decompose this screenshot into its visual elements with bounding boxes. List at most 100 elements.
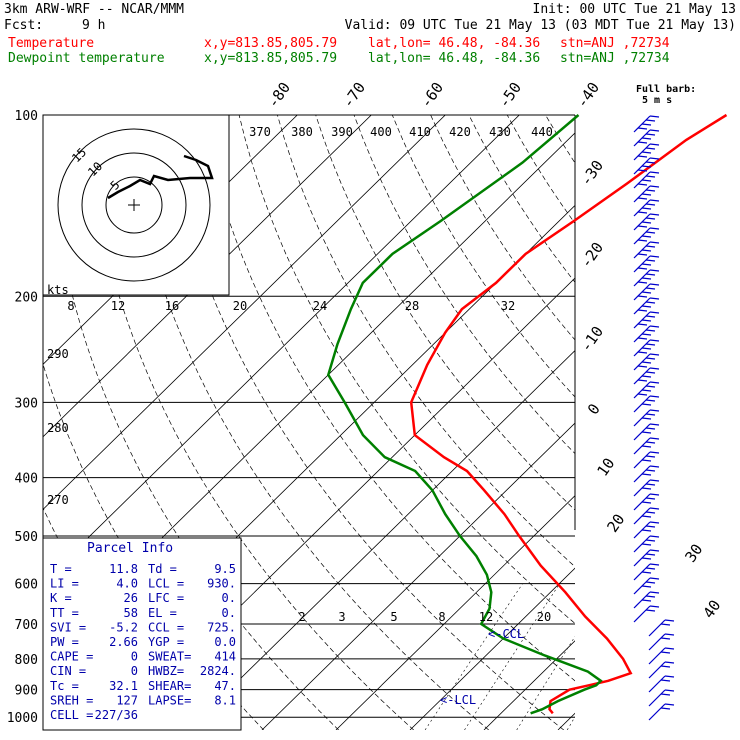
dewpoint-profile xyxy=(326,114,603,715)
temperature-legend-xy: x,y=813.85,805.79 xyxy=(204,36,338,51)
svg-text:-5.2: -5.2 xyxy=(109,620,138,634)
hodograph-speed-label: 8 xyxy=(67,299,74,313)
wind-barb xyxy=(633,367,660,385)
svg-text:CAPE =: CAPE = xyxy=(50,650,93,664)
wind-barb xyxy=(633,395,660,413)
svg-text:26: 26 xyxy=(124,591,138,605)
wind-barb xyxy=(633,255,660,273)
svg-text:227/36: 227/36 xyxy=(95,708,138,722)
isotherm-label: 0 xyxy=(584,400,604,418)
isentrope-label: 400 xyxy=(370,125,392,139)
wind-barb xyxy=(633,605,660,623)
wind-barb xyxy=(633,283,660,301)
wind-barb xyxy=(648,675,675,693)
dry-adiabat-label: 280 xyxy=(47,421,69,435)
isotherm-label: -20 xyxy=(577,239,607,272)
wind-legend-value: 5 m s xyxy=(642,95,672,106)
temperature-legend-label: Temperature xyxy=(8,36,95,51)
isotherm-label: 30 xyxy=(681,541,706,566)
wind-legend-title: Full barb: xyxy=(636,84,696,95)
svg-text:0.0: 0.0 xyxy=(214,635,236,649)
isotherm-label: 40 xyxy=(699,597,724,622)
wind-barb xyxy=(633,409,660,427)
svg-text:414: 414 xyxy=(214,650,236,664)
wind-barb xyxy=(648,703,675,721)
dewpoint-legend-xy: x,y=813.85,805.79 xyxy=(204,51,338,66)
wind-barb xyxy=(633,269,660,287)
hodograph-speed-label: 12 xyxy=(111,299,125,313)
wind-barb xyxy=(633,577,660,595)
svg-text:K =: K = xyxy=(50,591,72,605)
forecast-label: Fcst: xyxy=(4,18,44,33)
forecast-hour: 9 h xyxy=(82,18,106,33)
dewpoint-legend-label: Dewpoint temperature xyxy=(8,51,165,66)
svg-text:CCL =: CCL = xyxy=(148,620,184,634)
svg-text:YGP =: YGP = xyxy=(148,635,184,649)
isotherm-label: -70 xyxy=(339,79,369,112)
svg-text:SVI =: SVI = xyxy=(50,620,86,634)
init-time: Init: 00 UTC Tue 21 May 13 xyxy=(532,2,737,17)
wind-barb xyxy=(633,325,660,343)
model-title: 3km ARW-WRF -- NCAR/MMM xyxy=(4,2,185,17)
svg-text:CIN =: CIN = xyxy=(50,664,86,678)
pressure-tick-label: 400 xyxy=(15,472,38,487)
wind-barb xyxy=(633,353,660,371)
isotherm-label: -40 xyxy=(573,79,603,112)
temperature-legend-station: stn=ANJ ,72734 xyxy=(560,36,670,51)
svg-text:0: 0 xyxy=(131,664,138,678)
svg-text:LFC =: LFC = xyxy=(148,591,184,605)
hodograph-speed-label: 32 xyxy=(501,299,515,313)
wind-barb xyxy=(633,297,660,315)
pressure-tick-label: 500 xyxy=(15,530,38,545)
wind-barb xyxy=(633,465,660,483)
svg-text:58: 58 xyxy=(124,606,138,620)
svg-text:930.: 930. xyxy=(207,577,236,591)
wind-barb xyxy=(633,171,660,189)
mixing-ratio-label: 20 xyxy=(537,610,551,624)
svg-text:0: 0 xyxy=(131,650,138,664)
wind-barb xyxy=(633,381,660,399)
parcel-info-title: Parcel Info xyxy=(87,541,173,556)
lcl-annotation: <-LCL xyxy=(440,693,476,707)
mixing-ratio-label: 5 xyxy=(390,610,397,624)
wind-barb xyxy=(633,199,660,217)
pressure-tick-label: 900 xyxy=(15,684,38,699)
wind-barb xyxy=(648,633,675,651)
wind-barb xyxy=(633,437,660,455)
wind-barb xyxy=(633,507,660,525)
svg-text:11.8: 11.8 xyxy=(109,562,138,576)
ccl-annotation: <-CCL xyxy=(488,627,524,641)
isentrope-label: 420 xyxy=(449,125,471,139)
hodograph-ring xyxy=(81,152,187,258)
svg-text:EL =: EL = xyxy=(148,606,177,620)
isotherm-label: 20 xyxy=(603,511,628,536)
pressure-tick-label: 200 xyxy=(15,290,38,305)
svg-text:SREH =: SREH = xyxy=(50,693,93,707)
pressure-tick-label: 800 xyxy=(15,653,38,668)
wind-barb xyxy=(648,619,675,637)
svg-text:4.0: 4.0 xyxy=(116,577,138,591)
svg-text:LI =: LI = xyxy=(50,577,79,591)
wind-barb xyxy=(633,129,660,147)
wind-barb xyxy=(633,227,660,245)
pressure-tick-label: 600 xyxy=(15,578,38,593)
hodograph-speed-label: 16 xyxy=(165,299,179,313)
wind-barb xyxy=(633,115,660,133)
wind-barb xyxy=(633,143,660,161)
wind-barb xyxy=(633,185,660,203)
valid-time: Valid: 09 UTC Tue 21 May 13 (03 MDT Tue … xyxy=(344,18,736,33)
pressure-tick-label: 700 xyxy=(15,618,38,633)
wind-barb xyxy=(633,479,660,497)
hodograph-ring xyxy=(57,128,211,282)
pressure-tick-label: 300 xyxy=(15,396,38,411)
dry-adiabat-label: 270 xyxy=(47,493,69,507)
wind-barb xyxy=(633,339,660,357)
hodograph-speed-label: 28 xyxy=(405,299,419,313)
wind-barb xyxy=(648,647,675,665)
mixing-ratio-label: 3 xyxy=(338,610,345,624)
svg-text:2.66: 2.66 xyxy=(109,635,138,649)
svg-text:SHEAR=: SHEAR= xyxy=(148,679,191,693)
hodograph-trace xyxy=(107,154,214,200)
